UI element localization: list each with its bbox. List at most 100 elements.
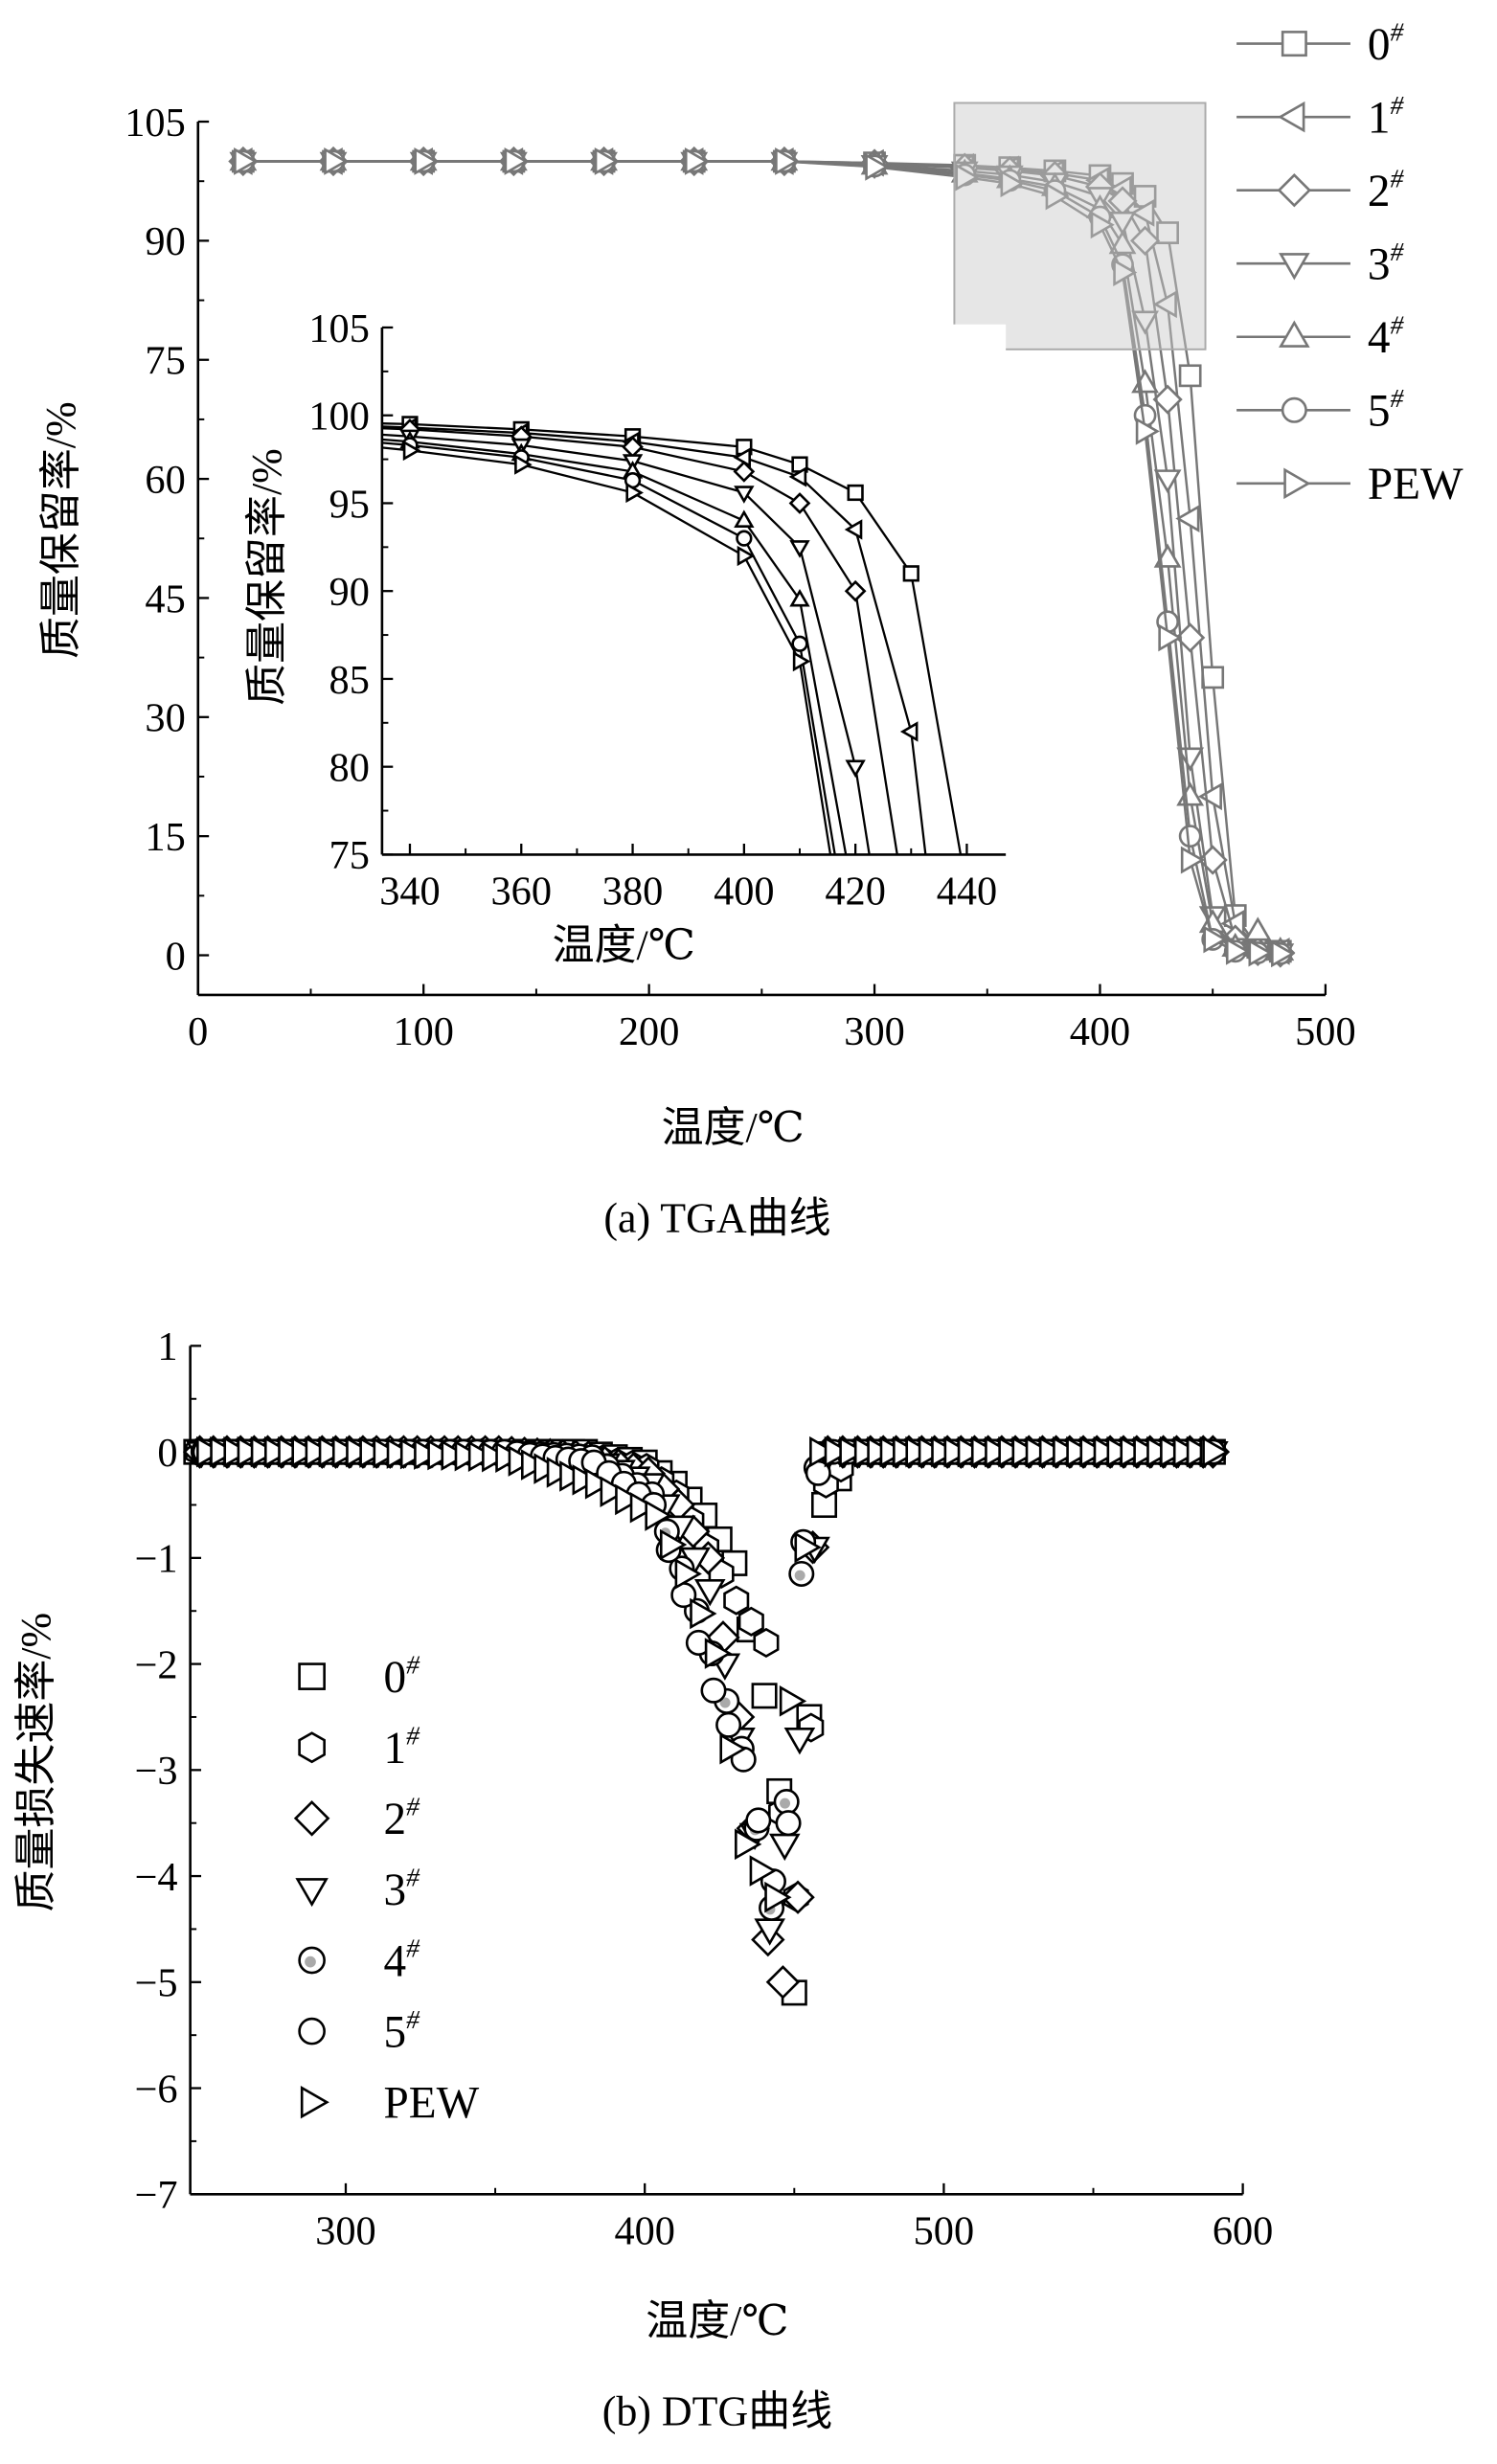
dtg-point-PEW — [1093, 1435, 1122, 1468]
tga-point-PEW — [1271, 939, 1296, 968]
inset-x-tick-label: 420 — [825, 870, 885, 915]
inset-point-1# — [788, 466, 807, 487]
dtg-legend-item-2#: 2# — [293, 1792, 420, 1844]
tga-point-5# — [1178, 825, 1202, 848]
inset-point-2# — [733, 461, 756, 483]
inset-x-axis-label: 温度/℃ — [553, 922, 695, 969]
dtg-point-3# — [783, 1728, 816, 1755]
dtg-point-PEW — [331, 1435, 360, 1468]
tga-y-tick-label: 30 — [145, 696, 185, 741]
tga-point-PEW — [594, 147, 619, 175]
dtg-point-PEW — [735, 1828, 762, 1861]
dtg-legend-label: PEW — [384, 2078, 480, 2128]
dtg-point-PEW — [1186, 1435, 1214, 1468]
inset-y-tick-label: 90 — [329, 570, 370, 615]
dtg-y-tick-label: −7 — [135, 2173, 178, 2218]
tga-point-PEW — [1248, 938, 1273, 967]
dtg-point-PEW — [1079, 1435, 1107, 1468]
tga-x-tick-label: 200 — [619, 1009, 679, 1054]
tga-point-PEW — [1180, 846, 1205, 874]
inset-point-5# — [791, 635, 808, 652]
tga-legend-item-4#: 4# — [1236, 309, 1404, 363]
dtg-point-PEW — [824, 1435, 852, 1468]
inset-line-4# — [381, 438, 848, 855]
inset-point-4# — [789, 588, 810, 607]
dtg-legend-label: 3# — [384, 1863, 421, 1916]
tga-point-PEW — [1000, 170, 1025, 198]
tga-legend-marker-PEW — [1283, 467, 1311, 500]
tga-point-PEW — [504, 147, 529, 175]
inset-point-3# — [789, 540, 810, 558]
dtg-x-tick-label: 500 — [914, 2208, 974, 2253]
tga-legend-item-PEW: PEW — [1236, 460, 1463, 509]
dtg-legend-marker-PEW — [300, 2085, 329, 2119]
dtg-point-3# — [693, 1578, 726, 1607]
tga-point-3# — [1153, 469, 1182, 494]
dtg-y-tick-label: 0 — [157, 1431, 177, 1476]
dtg-point-PEW — [1011, 1435, 1039, 1468]
dtg-point-PEW — [764, 1881, 792, 1913]
inset-line-0# — [381, 422, 963, 855]
dtg-point-PEW — [386, 1437, 415, 1469]
dtg-point-1# — [753, 1627, 780, 1658]
tga-point-2# — [1129, 225, 1161, 256]
dtg-point-2# — [781, 1880, 815, 1914]
tga-legend-item-2#: 2# — [1236, 163, 1404, 216]
tga-x-tick-label: 100 — [393, 1009, 453, 1054]
dtg-point-0# — [751, 1683, 778, 1709]
dtg-point-4#-dot — [794, 1570, 805, 1581]
tga-point-3# — [1108, 211, 1137, 236]
dtg-point-PEW — [399, 1437, 428, 1470]
inset-series-2# — [381, 418, 898, 855]
tga-point-PEW — [414, 147, 439, 175]
dtg-legend-label-sup: # — [406, 1792, 420, 1821]
dtg-point-PEW — [278, 1435, 306, 1468]
dtg-caption: (b) DTG曲线 — [602, 2387, 832, 2434]
dtg-point-PEW — [1172, 1435, 1201, 1468]
inset-y-tick-label: 85 — [329, 658, 370, 703]
tga-legend-marker-3# — [1279, 253, 1310, 281]
dtg-legend-marker-0# — [298, 1662, 326, 1690]
dtg-point-PEW — [1106, 1435, 1134, 1468]
dtg-point-PEW — [985, 1435, 1012, 1468]
dtg-point-PEW — [1066, 1435, 1094, 1468]
tga-legend-item-1#: 1# — [1236, 90, 1405, 144]
dtg-point-PEW — [600, 1476, 627, 1507]
tga-x-axis-label: 温度/℃ — [662, 1104, 805, 1151]
dtg-legend-label-sup: # — [406, 1720, 420, 1750]
tga-legend-item-5#: 5# — [1236, 383, 1404, 437]
dtg-legend-label-sup: # — [406, 2004, 420, 2034]
dtg-point-PEW — [1025, 1435, 1054, 1468]
inset-x-tick-label: 380 — [602, 870, 663, 915]
inset-point-2# — [788, 492, 811, 514]
dtg-legend-item-3#: 3# — [295, 1863, 421, 1916]
dtg-point-5# — [745, 1807, 772, 1834]
tga-point-PEW — [865, 152, 890, 181]
tga-legend-label: 1# — [1368, 90, 1405, 144]
dtg-point-PEW — [1038, 1435, 1067, 1468]
dtg-point-PEW — [719, 1732, 747, 1765]
dtg-point-PEW — [674, 1558, 702, 1590]
zoom-region-highlight — [953, 102, 1207, 350]
dtg-point-PEW — [223, 1435, 251, 1468]
dtg-point-PEW — [196, 1435, 224, 1468]
inset-point-PEW — [625, 482, 644, 504]
dtg-point-PEW — [237, 1435, 264, 1468]
tga-caption: (a) TGA曲线 — [603, 1194, 830, 1241]
inset-y-tick-label: 105 — [308, 306, 369, 351]
dtg-point-PEW — [250, 1435, 279, 1468]
tga-legend-marker-2# — [1277, 172, 1312, 208]
dtg-point-PEW — [1202, 1435, 1230, 1468]
dtg-point-PEW — [414, 1438, 442, 1470]
tga-point-3# — [1176, 747, 1205, 772]
dtg-y-axis-label: 质量损失速率/% — [12, 1613, 59, 1912]
dtg-point-PEW — [264, 1435, 292, 1468]
inset-series-PEW — [381, 440, 832, 855]
tga-legend-item-0#: 0# — [1236, 16, 1404, 70]
dtg-point-5# — [715, 1711, 742, 1738]
dtg-legend-marker-2# — [293, 1800, 330, 1837]
tga-point-PEW — [1203, 925, 1228, 954]
tga-point-1# — [1152, 290, 1177, 319]
dtg-point-PEW — [690, 1597, 717, 1630]
